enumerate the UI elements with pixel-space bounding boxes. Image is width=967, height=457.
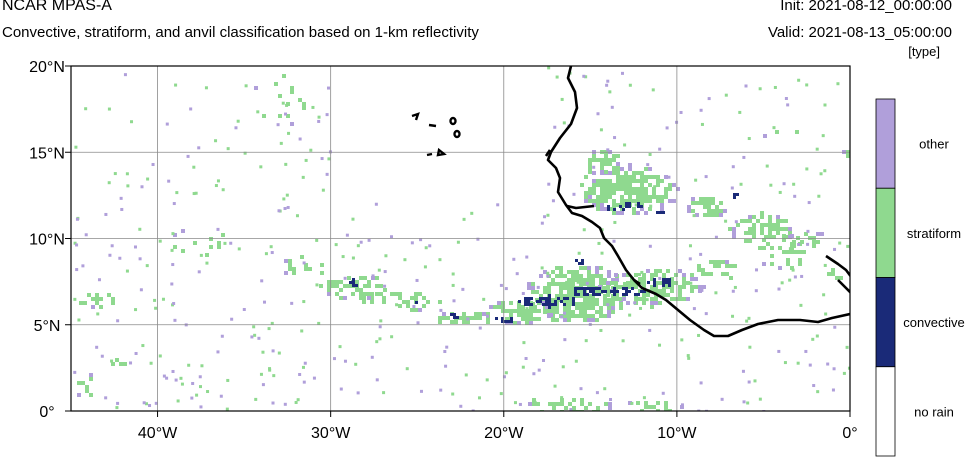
colorbar-label: stratiform [907,226,961,241]
y-axis: 20°N 15°N 10°N 5°N 0° [29,59,71,421]
colorbar-swatch-stratiform [875,187,896,278]
map-subtitle: Convective, stratiform, and anvil classi… [2,24,479,41]
coastline [544,66,850,338]
x-tick-label: 30°W [311,425,351,442]
colorbar-swatch-other [875,98,896,189]
island-santo-antao [411,112,420,121]
x-tick-label: 40°W [138,425,178,442]
senegal-coast-segment [566,204,595,210]
colorbar-label: convective [903,315,964,330]
coast-fragment [544,149,552,157]
y-tick-label: 20°N [29,59,65,76]
ghana-coast-segment [825,254,850,294]
colorbar: other stratiform convective no rain [875,98,965,457]
coast-fragment-2 [633,278,641,286]
island-sao-nicolau [428,123,437,128]
island-fogo [426,152,433,157]
island-sal [449,116,457,126]
colorbar-swatch-convective [875,277,896,368]
x-tick-label: 0° [842,425,857,442]
x-tick-label: 10°W [657,425,697,442]
grid-lines [71,65,851,412]
precip-field [73,66,850,411]
west-africa-coastline [546,66,850,338]
island-boa-vista [453,129,461,139]
x-axis: 40°W 30°W 20°W 10°W 0° [138,411,858,442]
colorbar-label: no rain [914,404,954,419]
map-title: NCAR MPAS-A [2,0,112,14]
y-tick-label: 0° [39,404,54,421]
colorbar-swatch-no-rain [875,366,896,457]
valid-time: Valid: 2021-08-13_05:00:00 [767,24,952,41]
init-time: Init: 2021-08-12_00:00:00 [780,0,952,14]
colorbar-units: [type] [908,44,940,59]
y-tick-label: 15°N [29,145,65,162]
cape-verde-islands [411,112,461,157]
x-tick-label: 20°W [484,425,524,442]
y-tick-label: 10°N [29,232,65,249]
colorbar-label: other [919,137,949,152]
island-santiago [436,147,447,157]
y-tick-label: 5°N [34,318,61,335]
